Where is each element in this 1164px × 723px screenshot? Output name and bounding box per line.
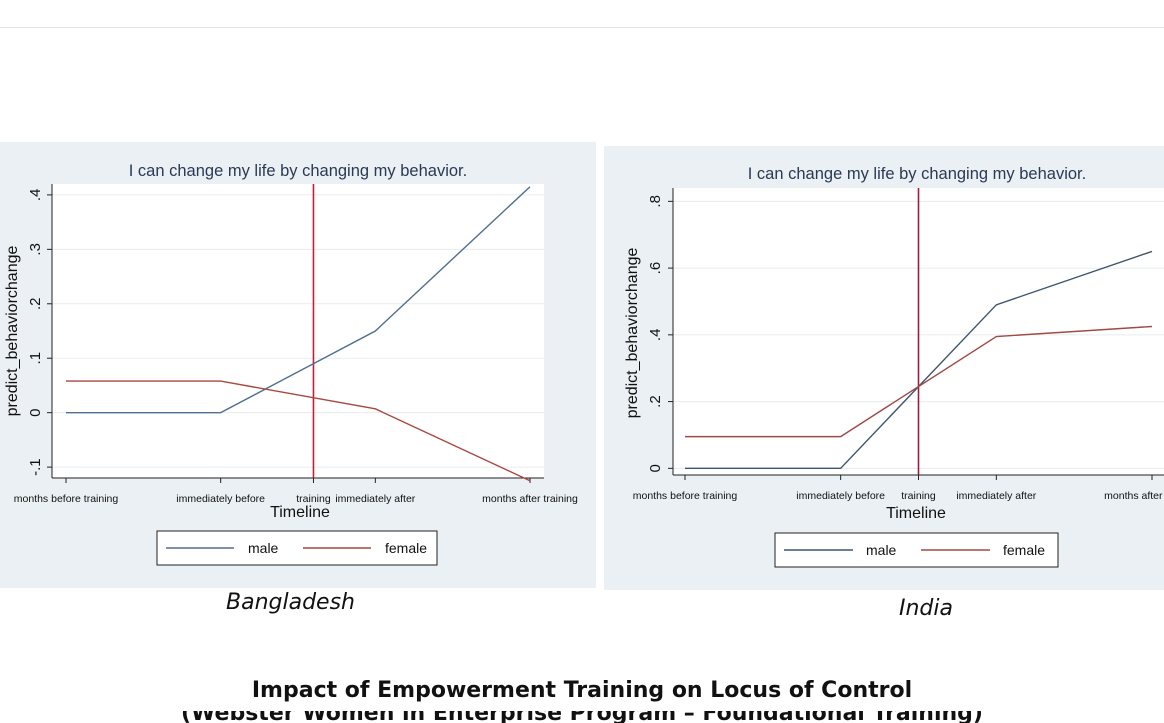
chart-india: 0 .2 .4 .6 .8 months before training immediat… bbox=[624, 165, 1164, 568]
x-tick-label: months after training bbox=[482, 493, 578, 505]
legend: male female bbox=[156, 530, 438, 566]
y-tick-label: .4 bbox=[27, 189, 44, 202]
y-tick-label: .2 bbox=[647, 395, 664, 408]
y-tick-label: 0 bbox=[647, 464, 664, 472]
legend: male female bbox=[774, 532, 1059, 568]
caption-india: India bbox=[899, 596, 953, 621]
legend-label-male: male bbox=[248, 540, 279, 556]
figure-subtitle-text: (Webster Women in Enterprise Program – F… bbox=[181, 711, 983, 723]
top-bar bbox=[0, 0, 1164, 28]
x-tick-label: months before training bbox=[14, 493, 119, 505]
x-tick-label: training bbox=[296, 493, 331, 505]
x-tick-label: months after training bbox=[1104, 490, 1164, 502]
legend-label-male: male bbox=[866, 542, 897, 558]
x-tick-label: months before training bbox=[633, 490, 738, 502]
chart-panel-india: 0 .2 .4 .6 .8 months before training immediat… bbox=[604, 146, 1164, 590]
plot-area bbox=[52, 184, 544, 478]
y-axis-title: predict_behaviorchange bbox=[4, 246, 21, 417]
series-line-female bbox=[685, 325, 1153, 438]
x-axis-title: Timeline bbox=[270, 504, 330, 521]
x-axis-title: Timeline bbox=[886, 505, 946, 522]
caption-bangladesh: Bangladesh bbox=[226, 590, 355, 615]
series-line-male bbox=[66, 186, 531, 414]
y-tick-label: 0 bbox=[27, 408, 44, 416]
legend-label-female: female bbox=[1003, 542, 1045, 558]
x-tick-label: immediately after bbox=[956, 490, 1036, 502]
figure-title: Impact of Empowerment Training on Locus … bbox=[251, 678, 913, 703]
y-tick-label: .6 bbox=[647, 262, 664, 275]
x-tick-label: immediately before bbox=[796, 490, 885, 502]
chart-bangladesh: -.1 0 .1 .2 .3 .4 months before training immed… bbox=[4, 162, 578, 566]
y-tick-label: -.1 bbox=[27, 458, 44, 476]
chart-title: I can change my life by changing my beha… bbox=[748, 165, 1086, 183]
series-line-female bbox=[66, 380, 531, 482]
x-tick-label: immediately before bbox=[176, 493, 265, 505]
x-tick-label: training bbox=[901, 490, 936, 502]
legend-label-female: female bbox=[385, 540, 427, 556]
y-tick-label: .2 bbox=[27, 298, 44, 311]
y-tick-label: .3 bbox=[27, 243, 44, 256]
y-tick-label: .8 bbox=[647, 195, 664, 208]
chart-title: I can change my life by changing my beha… bbox=[129, 162, 467, 180]
y-tick-label: .4 bbox=[647, 329, 664, 342]
y-axis-title: predict_behaviorchange bbox=[624, 248, 641, 419]
figure-subtitle: (Webster Women in Enterprise Program – F… bbox=[0, 711, 1164, 723]
x-tick-label: immediately after bbox=[335, 493, 415, 505]
chart-panel-bangladesh: -.1 0 .1 .2 .3 .4 months before training immed… bbox=[0, 142, 596, 588]
y-tick-label: .1 bbox=[27, 352, 44, 365]
